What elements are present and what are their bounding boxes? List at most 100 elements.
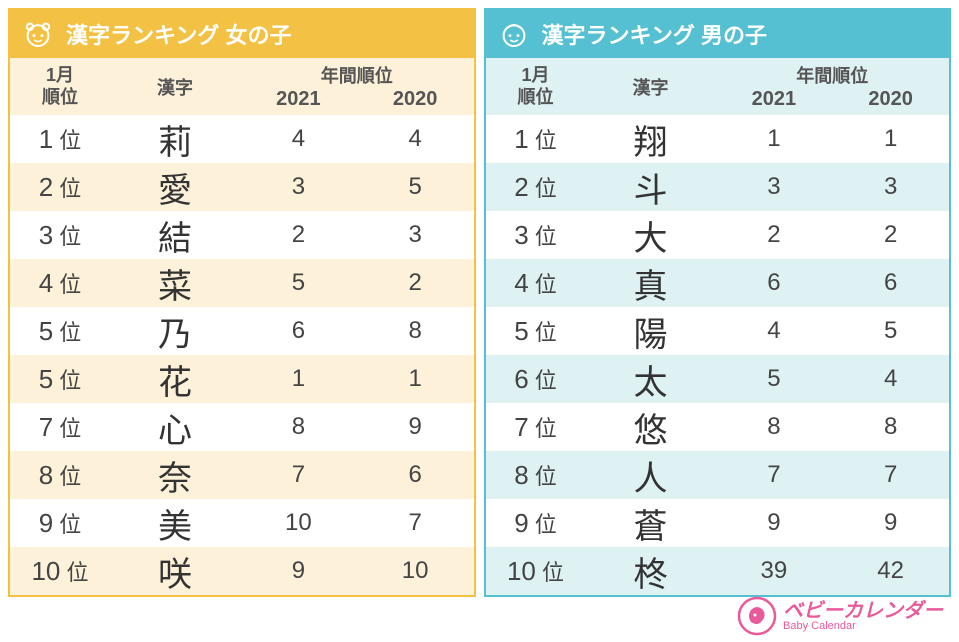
cell-rank: 9 位 (486, 507, 586, 539)
cell-kanji: 菜 (110, 259, 240, 308)
cell-year-2021: 39 (716, 557, 833, 585)
cell-rank: 7 位 (486, 411, 586, 443)
cell-kanji: 乃 (110, 307, 240, 356)
cell-rank: 1 位 (486, 123, 586, 155)
cell-rank: 5 位 (10, 363, 110, 395)
cell-kanji: 柊 (586, 547, 716, 596)
girls-col-2021: 2021 (240, 88, 357, 111)
cell-kanji: 太 (586, 355, 716, 404)
cell-year-2020: 3 (832, 173, 949, 201)
cell-year-2021: 8 (240, 413, 357, 441)
cell-year-2020: 7 (832, 461, 949, 489)
cell-year-2021: 7 (716, 461, 833, 489)
table-row: 1 位翔11 (486, 115, 950, 163)
cell-rank: 7 位 (10, 411, 110, 443)
cell-year-2021: 7 (240, 461, 357, 489)
cell-kanji: 大 (586, 211, 716, 260)
cell-rank: 10 位 (486, 555, 586, 587)
boys-col-kanji: 漢字 (586, 62, 716, 111)
girls-col-2020: 2020 (357, 88, 474, 111)
table-row: 8 位人77 (486, 451, 950, 499)
panel-boys-header: 漢字ランキング 男の子 (486, 10, 950, 58)
cell-rank: 3 位 (486, 219, 586, 251)
cell-kanji: 翔 (586, 115, 716, 164)
table-row: 4 位菜52 (10, 259, 474, 307)
baby-calendar-icon (737, 596, 777, 636)
table-row: 10 位柊3942 (486, 547, 950, 595)
cell-rank: 10 位 (10, 555, 110, 587)
cell-rank: 4 位 (486, 267, 586, 299)
cell-year-2021: 3 (240, 173, 357, 201)
table-row: 7 位心89 (10, 403, 474, 451)
cell-rank: 2 位 (486, 171, 586, 203)
girls-col-rank: 1月 順位 (10, 62, 110, 111)
table-row: 2 位斗33 (486, 163, 950, 211)
cell-year-2020: 6 (357, 461, 474, 489)
cell-year-2021: 9 (716, 509, 833, 537)
cell-year-2020: 42 (832, 557, 949, 585)
table-row: 5 位乃68 (10, 307, 474, 355)
table-row: 3 位結23 (10, 211, 474, 259)
cell-year-2021: 6 (240, 317, 357, 345)
cell-year-2020: 3 (357, 221, 474, 249)
panel-girls-title: 漢字ランキング 女の子 (66, 18, 291, 50)
table-row: 5 位陽45 (486, 307, 950, 355)
cell-year-2021: 10 (240, 509, 357, 537)
cell-kanji: 心 (110, 403, 240, 452)
cell-year-2021: 1 (716, 125, 833, 153)
panel-boys: 漢字ランキング 男の子 1月 順位 漢字 年間順位 2021 2020 1 位翔… (484, 8, 952, 597)
cell-year-2021: 5 (716, 365, 833, 393)
panel-girls: 漢字ランキング 女の子 1月 順位 漢字 年間順位 2021 2020 1 位莉… (8, 8, 476, 597)
cell-kanji: 真 (586, 259, 716, 308)
panel-girls-header: 漢字ランキング 女の子 (10, 10, 474, 58)
cell-year-2020: 1 (832, 125, 949, 153)
cell-year-2020: 6 (832, 269, 949, 297)
cell-kanji: 斗 (586, 163, 716, 212)
boys-col-2020: 2020 (832, 88, 949, 111)
girls-subheader: 1月 順位 漢字 年間順位 2021 2020 (10, 58, 474, 115)
table-row: 7 位悠88 (486, 403, 950, 451)
cell-kanji: 人 (586, 451, 716, 500)
cell-year-2020: 8 (357, 317, 474, 345)
boys-col-rank: 1月 順位 (486, 62, 586, 111)
cell-kanji: 結 (110, 211, 240, 260)
cell-kanji: 莉 (110, 115, 240, 164)
cell-kanji: 愛 (110, 163, 240, 212)
cell-year-2021: 8 (716, 413, 833, 441)
logo-jp-text: ベビーカレンダー (783, 601, 943, 621)
cell-rank: 5 位 (486, 315, 586, 347)
table-row: 9 位蒼99 (486, 499, 950, 547)
girls-col-years: 年間順位 2021 2020 (240, 62, 474, 111)
cell-rank: 3 位 (10, 219, 110, 251)
cell-year-2020: 2 (357, 269, 474, 297)
cell-year-2021: 9 (240, 557, 357, 585)
cell-rank: 5 位 (10, 315, 110, 347)
girls-col-kanji: 漢字 (110, 62, 240, 111)
cell-year-2020: 5 (357, 173, 474, 201)
cell-year-2020: 9 (832, 509, 949, 537)
table-row: 3 位大22 (486, 211, 950, 259)
cell-year-2020: 10 (357, 557, 474, 585)
cell-year-2021: 3 (716, 173, 833, 201)
cell-year-2020: 4 (357, 125, 474, 153)
girl-face-icon (22, 18, 54, 50)
cell-year-2020: 4 (832, 365, 949, 393)
brand-logo: ベビーカレンダー Baby Calendar (737, 596, 943, 636)
cell-year-2021: 1 (240, 365, 357, 393)
cell-year-2021: 4 (240, 125, 357, 153)
cell-rank: 4 位 (10, 267, 110, 299)
cell-kanji: 陽 (586, 307, 716, 356)
cell-year-2021: 5 (240, 269, 357, 297)
cell-year-2020: 5 (832, 317, 949, 345)
cell-year-2020: 7 (357, 509, 474, 537)
table-row: 10 位咲910 (10, 547, 474, 595)
table-row: 5 位花11 (10, 355, 474, 403)
cell-year-2020: 2 (832, 221, 949, 249)
girls-rows: 1 位莉442 位愛353 位結234 位菜525 位乃685 位花117 位心… (10, 115, 474, 595)
cell-rank: 8 位 (486, 459, 586, 491)
cell-kanji: 奈 (110, 451, 240, 500)
cell-kanji: 花 (110, 355, 240, 404)
boys-col-2021: 2021 (716, 88, 833, 111)
cell-year-2020: 8 (832, 413, 949, 441)
panel-boys-title: 漢字ランキング 男の子 (542, 18, 767, 50)
